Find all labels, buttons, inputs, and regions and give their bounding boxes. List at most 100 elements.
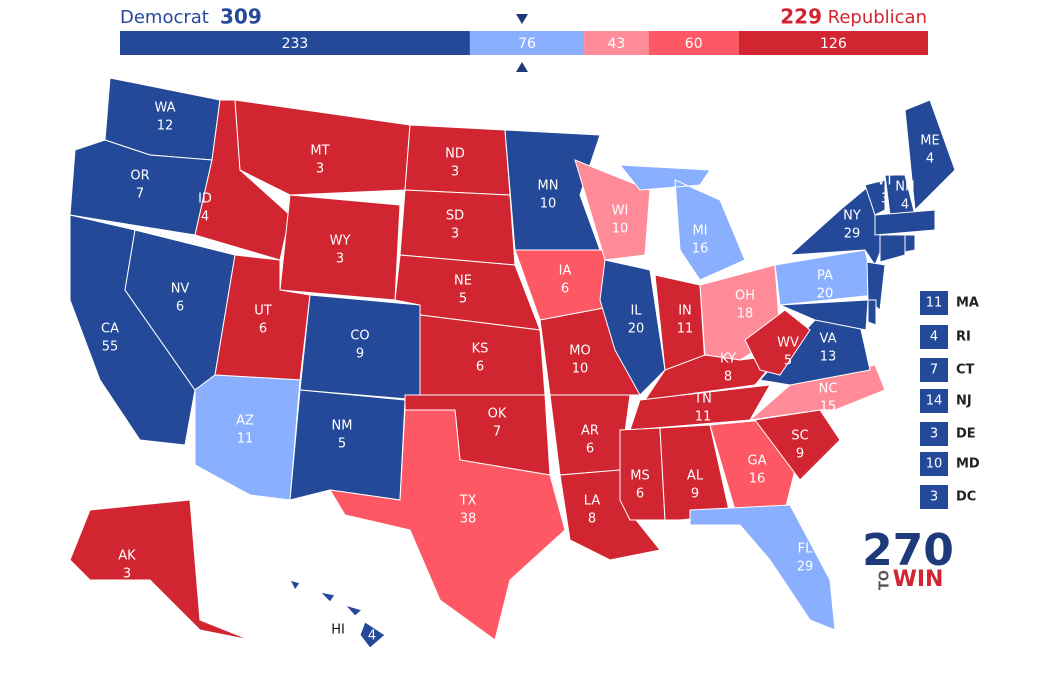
state-ev: 55 [102, 340, 119, 355]
state-abbr: WY [330, 234, 351, 249]
state-ev: 3 [316, 162, 324, 177]
state-abbr: MI [692, 224, 707, 239]
state-abbr: TN [693, 392, 712, 407]
state-ev: 18 [737, 307, 754, 322]
state-ev: 3 [451, 165, 459, 180]
callout-box [920, 358, 948, 382]
state-abbr: MO [569, 344, 590, 359]
state-ev: 12 [157, 119, 174, 134]
state-abbr: ID [198, 192, 212, 207]
state-ev: 20 [628, 322, 645, 337]
state-abbr: NJ [956, 394, 972, 409]
state-abbr: WV [777, 336, 799, 351]
callout-box [920, 422, 948, 446]
state-abbr: OK [488, 407, 507, 422]
state-ev: 11 [926, 296, 943, 311]
state-abbr: RI [956, 330, 971, 345]
state-ev: 5 [459, 292, 467, 307]
midpoint-marker [516, 14, 528, 24]
state-abbr: KY [720, 352, 736, 367]
state-ev: 3 [451, 227, 459, 242]
tally-bar: 233 76 43 60 126 [120, 31, 928, 55]
tally-label: 126 [820, 36, 847, 52]
state-abbr: MD [956, 457, 980, 472]
state [599, 259, 666, 396]
callout-box [920, 325, 948, 349]
state-abbr: NY [843, 209, 861, 224]
state-abbr: WA [154, 101, 175, 116]
state-ev: 10 [612, 222, 629, 237]
state-abbr: DE [956, 427, 976, 442]
state-ev: 8 [588, 512, 596, 527]
state-ev: 6 [636, 487, 644, 502]
state-abbr: UT [254, 304, 272, 319]
state [879, 234, 906, 263]
state-abbr: NH [895, 180, 915, 195]
state-ev: 3 [336, 252, 344, 267]
state-ev: 15 [820, 400, 837, 415]
state-abbr: HI [331, 623, 345, 638]
state-abbr: OH [735, 289, 755, 304]
state [866, 261, 886, 311]
tally-segment [648, 31, 739, 55]
state [779, 299, 869, 331]
logo-to: TO [878, 570, 893, 590]
tally-segment [584, 31, 649, 55]
state [904, 99, 956, 212]
state-abbr: ND [445, 147, 465, 162]
state-ev: 10 [540, 197, 557, 212]
tally-segment [738, 31, 928, 55]
rep-total: 229 [780, 5, 822, 29]
state-abbr: IL [630, 304, 642, 319]
state [329, 409, 566, 641]
tally-label: 43 [607, 36, 625, 52]
state-labels: WA12OR7CA55NV6ID4MT3WY3UT6AZ11CO9NM5ND3S… [101, 101, 980, 644]
state-abbr: MT [310, 144, 329, 159]
logo-number: 270 [862, 525, 954, 576]
state-abbr: KS [472, 342, 489, 357]
state-ev: 29 [797, 560, 814, 575]
state [289, 389, 406, 501]
state-abbr: NV [171, 282, 190, 297]
state-ev: 7 [136, 187, 144, 202]
state-abbr: AR [581, 424, 599, 439]
tally-label: 76 [518, 36, 536, 52]
tally-label: 233 [282, 36, 309, 52]
state-ev: 9 [356, 347, 364, 362]
midpoint-marker [516, 62, 528, 72]
states [69, 77, 956, 649]
callout-box [920, 291, 948, 315]
dem-total: 309 [220, 5, 262, 29]
state-ev: 16 [692, 242, 709, 257]
state-abbr: NE [454, 274, 472, 289]
state-abbr: CO [350, 329, 369, 344]
state [744, 309, 811, 376]
state [619, 427, 666, 521]
state-abbr: VA [820, 332, 837, 347]
state-ev: 14 [926, 394, 943, 409]
state-ev: 8 [724, 370, 732, 385]
state-ev: 13 [820, 350, 837, 365]
state [618, 164, 746, 281]
state-abbr: DC [956, 490, 976, 505]
callout-box [920, 389, 948, 413]
state-ev: 29 [844, 227, 861, 242]
state-abbr: MA [956, 296, 979, 311]
state-abbr: PA [817, 269, 833, 284]
rep-label: Republican [828, 7, 927, 28]
state [289, 579, 386, 649]
state-ev: 4 [901, 198, 909, 213]
state-ev: 7 [930, 363, 938, 378]
state-ev: 5 [784, 354, 792, 369]
state-abbr: CA [101, 322, 119, 337]
state-abbr: IA [559, 264, 572, 279]
state-abbr: SD [446, 209, 464, 224]
callout-box [920, 452, 948, 476]
state [867, 299, 877, 326]
state-ev: 6 [176, 300, 184, 315]
state-ev: 6 [586, 442, 594, 457]
state-ev: 4 [926, 152, 934, 167]
state-abbr: VT [877, 174, 894, 189]
logo-win: WIN [893, 567, 944, 592]
